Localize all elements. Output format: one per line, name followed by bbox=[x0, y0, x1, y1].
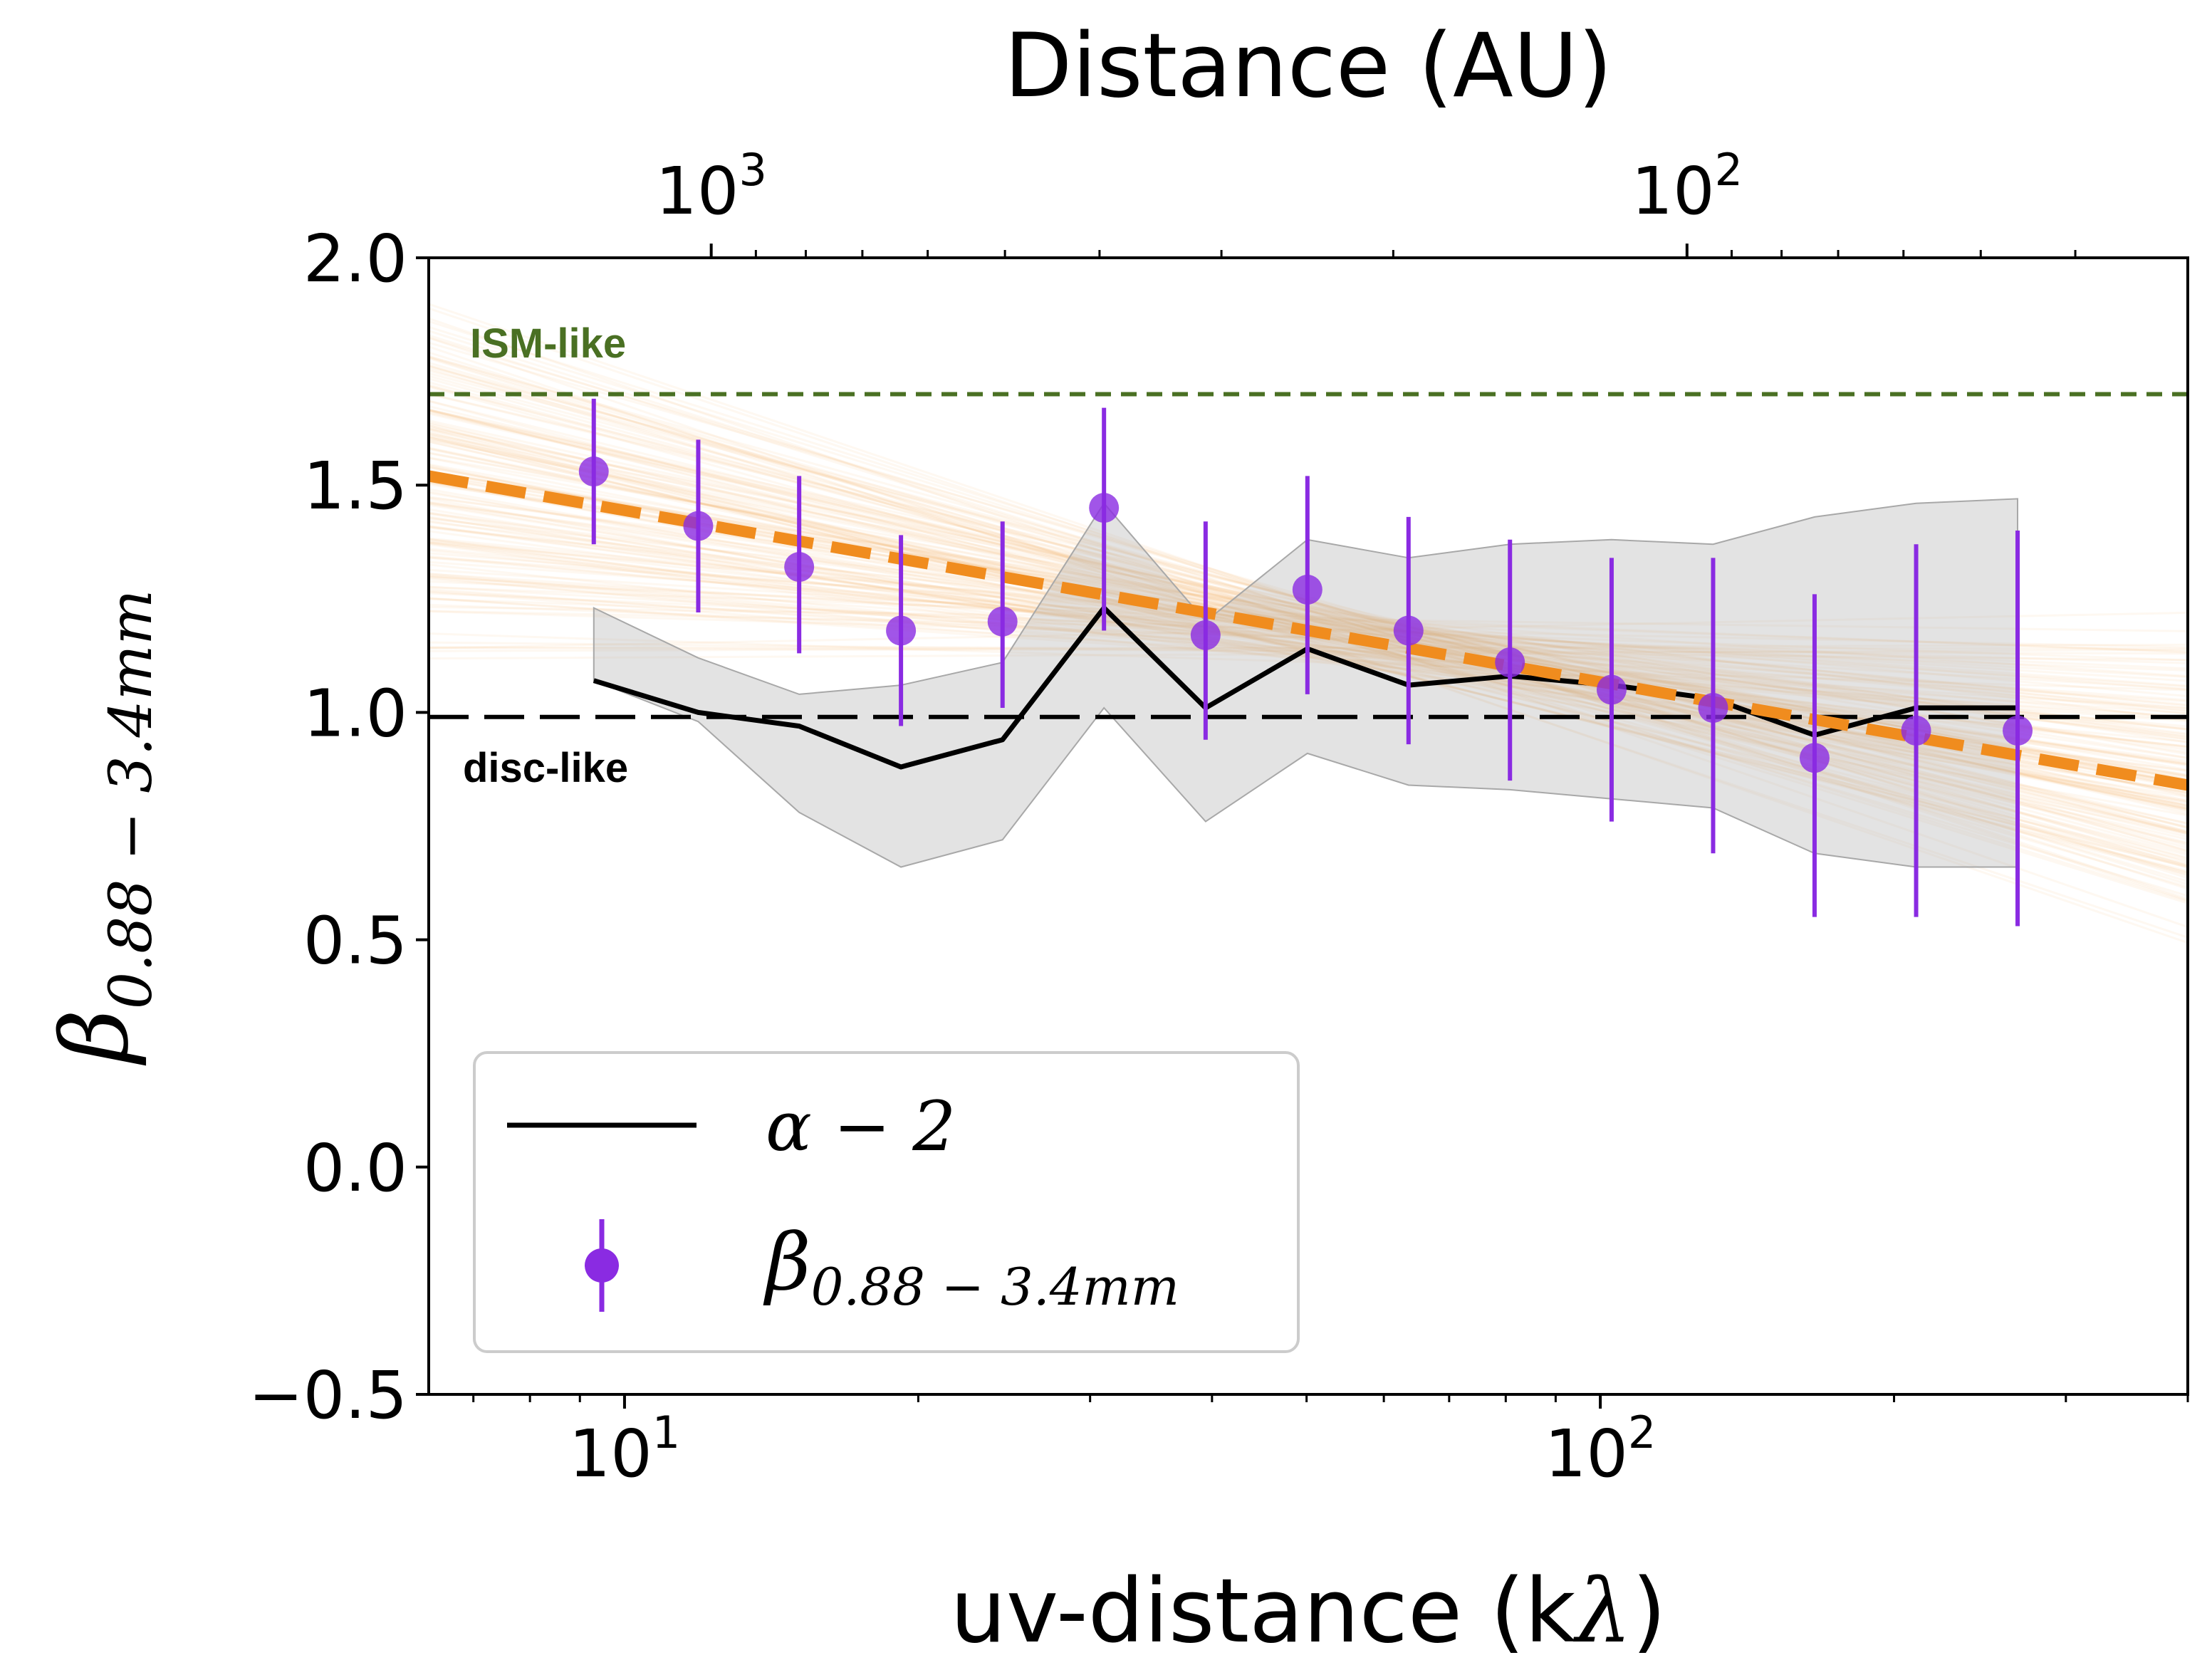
x-tick-label: 101 bbox=[569, 1406, 681, 1492]
legend: α − 2 β0.88 − 3.4mm bbox=[473, 1051, 1300, 1353]
y-tick-label: 1.0 bbox=[303, 675, 407, 751]
y-tick-label: 0.5 bbox=[303, 903, 407, 979]
beta-point bbox=[1596, 674, 1627, 705]
y-tick-label: −0.5 bbox=[249, 1357, 407, 1434]
beta-point bbox=[1495, 647, 1525, 678]
beta-point bbox=[886, 615, 917, 646]
beta-point bbox=[683, 511, 714, 541]
x-axis-title: uv-distance (kλ) bbox=[950, 1560, 1666, 1663]
top-tick-label: 103 bbox=[655, 144, 767, 229]
beta-point bbox=[987, 606, 1018, 637]
top-tick-label: 102 bbox=[1632, 144, 1743, 229]
beta-point bbox=[1089, 493, 1120, 523]
x-tick-label: 102 bbox=[1545, 1406, 1657, 1492]
y-tick-label: 0.0 bbox=[303, 1130, 407, 1206]
top-axis-title: Distance (AU) bbox=[1004, 15, 1612, 118]
legend-beta-label: β0.88 − 3.4mm bbox=[763, 1216, 1179, 1317]
beta-point bbox=[2003, 715, 2033, 746]
y-axis-title: β0.88 − 3.4mm bbox=[41, 590, 165, 1067]
beta-point bbox=[784, 552, 815, 583]
axes: −0.5 0.0 0.5 1.0 1.5 2.0 101 102 103 102 bbox=[249, 144, 2189, 1492]
beta-point bbox=[578, 456, 609, 487]
beta-point bbox=[1698, 693, 1728, 724]
plot-frame bbox=[427, 256, 2189, 1396]
beta-point bbox=[1393, 615, 1424, 646]
disc-like-label: disc-like bbox=[463, 745, 628, 791]
beta-point bbox=[1799, 743, 1830, 773]
y-tick-label: 1.5 bbox=[303, 448, 407, 524]
beta-point bbox=[1901, 715, 1931, 746]
y-tick-label: 2.0 bbox=[303, 221, 407, 297]
beta-point bbox=[1190, 620, 1221, 650]
beta-point bbox=[1292, 575, 1322, 605]
ism-like-label: ISM-like bbox=[470, 320, 626, 367]
legend-alpha-label: α − 2 bbox=[766, 1087, 956, 1166]
legend-beta-marker bbox=[585, 1248, 619, 1283]
beta-points bbox=[578, 398, 2033, 927]
